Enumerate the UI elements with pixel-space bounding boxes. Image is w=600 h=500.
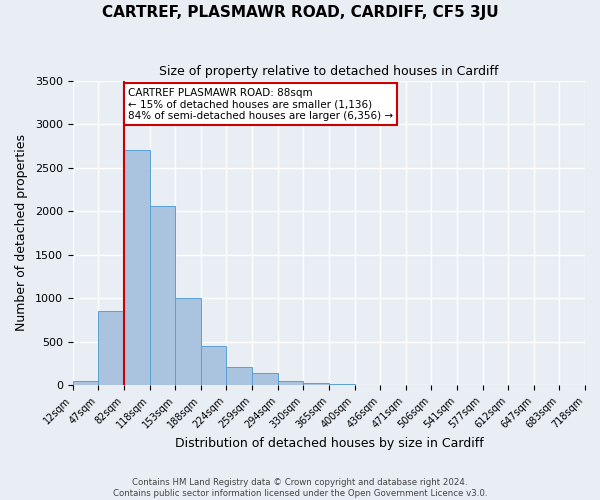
Bar xyxy=(226,367,252,386)
Title: Size of property relative to detached houses in Cardiff: Size of property relative to detached ho… xyxy=(159,65,499,78)
Bar xyxy=(73,380,98,386)
Bar xyxy=(329,384,355,386)
Bar xyxy=(303,383,329,386)
Bar xyxy=(175,298,201,386)
Bar xyxy=(252,372,278,386)
Bar xyxy=(278,380,303,386)
Bar xyxy=(98,312,124,386)
Text: Contains HM Land Registry data © Crown copyright and database right 2024.
Contai: Contains HM Land Registry data © Crown c… xyxy=(113,478,487,498)
Text: CARTREF, PLASMAWR ROAD, CARDIFF, CF5 3JU: CARTREF, PLASMAWR ROAD, CARDIFF, CF5 3JU xyxy=(101,5,499,20)
Bar xyxy=(124,150,149,386)
Bar xyxy=(201,346,226,386)
Bar xyxy=(149,206,175,386)
X-axis label: Distribution of detached houses by size in Cardiff: Distribution of detached houses by size … xyxy=(175,437,483,450)
Y-axis label: Number of detached properties: Number of detached properties xyxy=(15,134,28,332)
Text: CARTREF PLASMAWR ROAD: 88sqm
← 15% of detached houses are smaller (1,136)
84% of: CARTREF PLASMAWR ROAD: 88sqm ← 15% of de… xyxy=(128,88,393,120)
